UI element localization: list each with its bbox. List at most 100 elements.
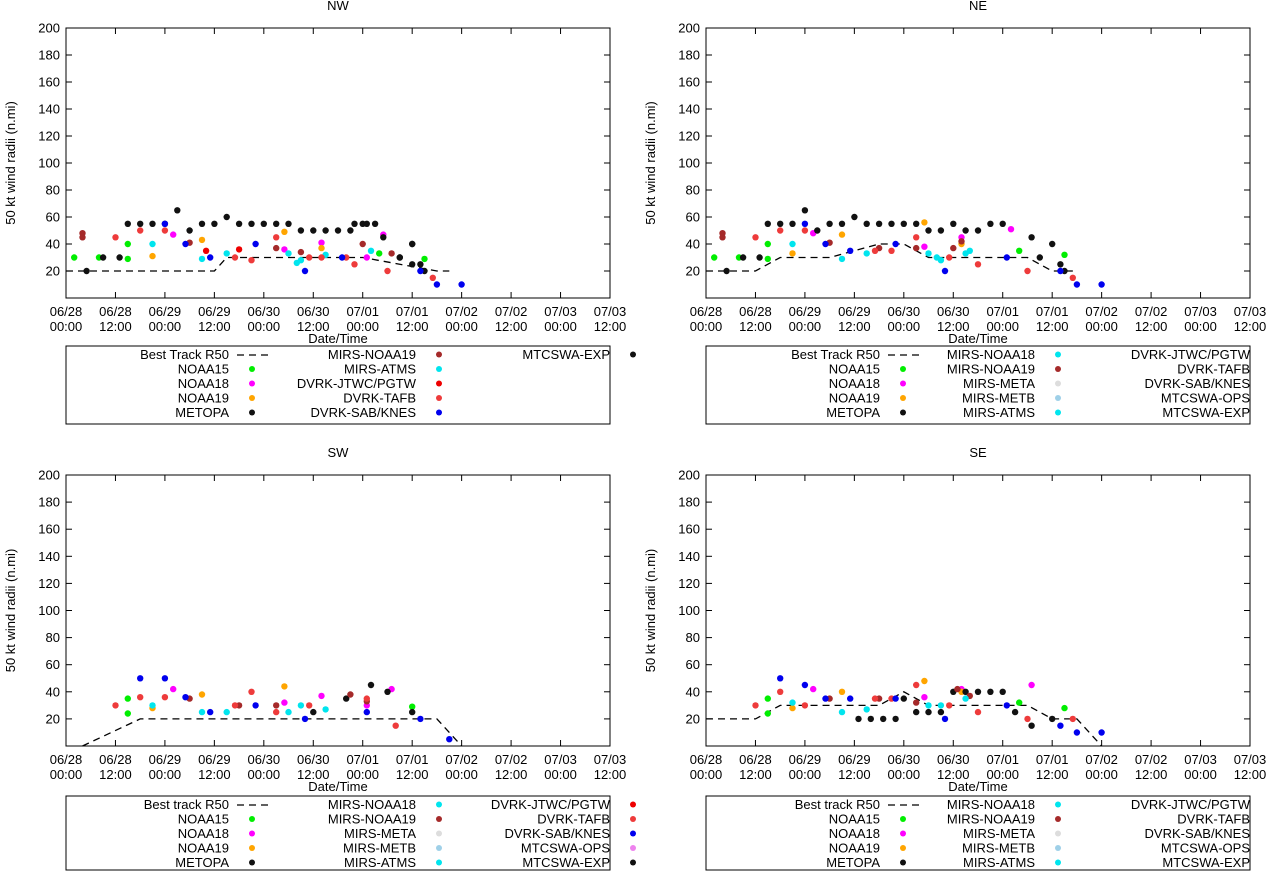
x-tick-time: 12:00: [495, 319, 528, 334]
x-tick-date: 07/03: [544, 752, 577, 767]
y-tick-label: 180: [38, 495, 60, 510]
y-tick-label: 100: [678, 156, 700, 171]
legend-label: NOAA15: [829, 812, 880, 827]
chart-panel-sw: SW2001801601401201008060402006/2800:0006…: [3, 445, 636, 871]
data-point: [1057, 261, 1064, 268]
chart-title: SE: [969, 445, 987, 460]
data-point: [124, 255, 131, 263]
legend-label: MIRS-NOAA19: [328, 812, 416, 827]
data-point: [198, 236, 206, 244]
legend-label: MTCSWA-EXP: [522, 347, 610, 362]
data-point: [198, 255, 206, 263]
data-point: [367, 681, 375, 689]
data-point: [892, 695, 899, 702]
data-point: [116, 254, 123, 261]
data-point: [297, 702, 305, 709]
x-tick-date: 07/01: [1036, 752, 1069, 767]
y-axis-label: 50 kt wind radii (n.mi): [643, 549, 658, 673]
y-tick-label: 140: [678, 549, 700, 564]
data-point: [801, 227, 809, 234]
legend-label: DVRK-TAFB: [1177, 812, 1250, 827]
legend-marker: [630, 830, 636, 837]
x-tick-time: 12:00: [99, 319, 132, 334]
data-point: [1061, 704, 1068, 712]
x-tick-date: 07/02: [1085, 304, 1118, 319]
legend-marker: [1055, 830, 1061, 837]
data-point: [137, 675, 144, 682]
x-tick-time: 12:00: [1234, 319, 1267, 334]
data-point: [1098, 281, 1105, 288]
data-point: [124, 220, 131, 227]
data-point: [421, 255, 428, 263]
x-axis-label: Date/Time: [308, 331, 367, 346]
y-tick-label: 80: [46, 183, 60, 198]
legend-label: MTCSWA-EXP: [522, 855, 610, 870]
data-point: [347, 691, 354, 698]
x-tick-date: 06/29: [789, 304, 822, 319]
y-tick-label: 100: [38, 603, 60, 618]
legend-label: NOAA18: [178, 826, 229, 841]
data-point: [351, 261, 358, 268]
data-point: [363, 708, 370, 716]
x-tick-time: 00:00: [1085, 319, 1118, 334]
y-axis-label: 50 kt wind radii (n.mi): [3, 101, 18, 225]
data-point: [207, 254, 214, 261]
data-point: [182, 694, 189, 701]
data-point: [739, 254, 747, 261]
data-point: [974, 261, 982, 268]
legend-label: MTCSWA-OPS: [521, 841, 610, 856]
chart-title: NE: [969, 0, 987, 13]
data-point: [310, 227, 317, 234]
y-tick-label: 20: [46, 264, 60, 279]
data-point: [1049, 715, 1056, 723]
x-tick-date: 06/28: [99, 752, 132, 767]
data-point: [822, 240, 829, 248]
legend-marker: [436, 845, 442, 851]
data-point: [855, 715, 862, 723]
data-point: [458, 281, 465, 288]
legend-label: MIRS-META: [344, 826, 416, 841]
legend-marker: [900, 380, 906, 387]
data-point: [801, 207, 809, 214]
x-tick-time: 12:00: [937, 767, 970, 782]
data-point: [112, 702, 119, 709]
data-point: [913, 244, 920, 252]
legend-marker: [900, 366, 906, 372]
data-point: [252, 240, 259, 248]
legend-label: MIRS-NOAA18: [947, 347, 1035, 362]
data-point: [913, 681, 920, 689]
data-point: [777, 688, 784, 695]
data-point: [892, 715, 899, 723]
y-tick-label: 200: [38, 21, 60, 36]
data-point: [789, 240, 796, 248]
legend-label: NOAA19: [829, 391, 880, 406]
data-point: [297, 248, 305, 256]
data-point: [719, 234, 726, 241]
data-point: [161, 694, 169, 701]
legend-label: NOAA19: [178, 841, 229, 856]
y-tick-label: 120: [38, 576, 60, 591]
data-point: [789, 699, 796, 706]
data-point: [281, 246, 288, 253]
y-tick-label: 120: [678, 129, 700, 144]
data-point: [711, 254, 718, 261]
best-track-line: [706, 691, 1103, 747]
data-point: [363, 220, 370, 227]
legend-marker: [249, 830, 255, 837]
x-tick-date: 06/30: [937, 752, 970, 767]
data-point: [417, 261, 424, 268]
data-point: [281, 699, 288, 706]
data-point: [946, 702, 953, 709]
y-tick-label: 100: [38, 156, 60, 171]
legend-marker: [436, 816, 442, 822]
x-tick-date: 06/29: [198, 304, 231, 319]
legend-marker: [1055, 395, 1061, 401]
legend-marker: [900, 830, 906, 837]
data-point: [306, 254, 313, 261]
data-point: [950, 220, 957, 227]
x-tick-time: 00:00: [690, 319, 723, 334]
legend-marker: [249, 816, 255, 822]
data-point: [851, 213, 858, 221]
data-point: [273, 702, 280, 709]
data-point: [1007, 226, 1015, 233]
